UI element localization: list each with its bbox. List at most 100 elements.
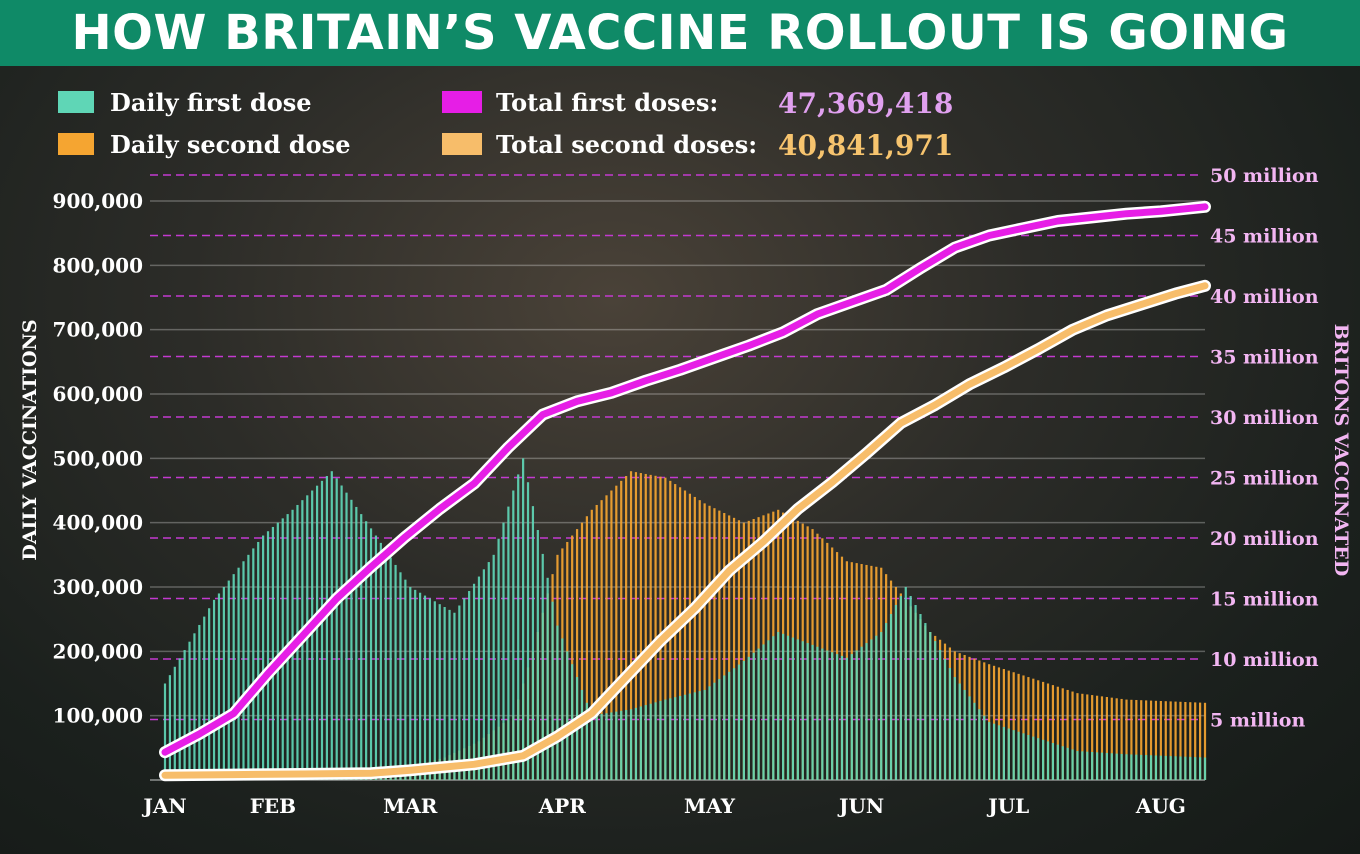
y-tick-label: 400,000 <box>53 511 143 535</box>
bar-daily-second <box>605 495 608 780</box>
bar-daily-second <box>1086 694 1089 780</box>
bar-daily-first <box>767 640 770 780</box>
bar-daily-first <box>448 609 451 780</box>
bar-daily-first <box>414 589 417 780</box>
bar-daily-second <box>1125 699 1128 780</box>
bar-daily-first <box>978 709 981 780</box>
bar-daily-second <box>634 472 638 780</box>
bar-daily-first <box>198 624 201 780</box>
y-tick-label-right: 50 million <box>1210 165 1319 187</box>
x-tick-label: JUN <box>837 794 884 818</box>
bar-daily-first <box>541 553 544 780</box>
x-tick-label: MAY <box>684 794 736 818</box>
bar-daily-first <box>1169 756 1172 780</box>
bar-daily-first <box>453 612 456 780</box>
bar-daily-second <box>698 500 701 780</box>
bar-daily-first <box>855 650 858 780</box>
bar-daily-second <box>1081 693 1084 780</box>
bar-daily-first <box>311 490 314 780</box>
bar-daily-first <box>958 683 961 780</box>
bar-daily-second <box>1100 696 1104 780</box>
bar-daily-first <box>585 702 588 780</box>
bar-daily-first <box>458 605 461 780</box>
bar-daily-first <box>1032 736 1035 780</box>
bar-daily-second <box>708 505 711 780</box>
bar-daily-first <box>379 542 382 780</box>
bar-daily-first <box>1105 752 1108 780</box>
bar-daily-second <box>585 516 588 780</box>
bar-daily-first <box>217 593 221 780</box>
bar-daily-second <box>747 520 750 780</box>
bar-daily-second <box>1056 686 1059 780</box>
bar-daily-first <box>747 656 750 780</box>
bar-daily-first <box>1046 741 1050 780</box>
bar-daily-first <box>615 711 618 780</box>
bar-daily-first <box>629 709 633 780</box>
y-axis-title-right: BRITONS VACCINATED <box>1330 324 1352 576</box>
bar-daily-first <box>423 595 427 780</box>
bar-daily-second <box>723 513 726 780</box>
right-axis: 5 million 10 million 15 million 20 million 2… <box>1210 165 1319 732</box>
bar-daily-second <box>1135 699 1138 780</box>
bar-daily-first <box>737 664 741 780</box>
bar-daily-first <box>477 576 481 780</box>
bar-daily-first <box>718 679 721 780</box>
bar-daily-first <box>325 476 328 780</box>
bar-daily-first <box>1130 754 1133 780</box>
bar-daily-first <box>168 675 172 780</box>
bar-daily-first <box>811 644 814 780</box>
bar-daily-first <box>644 705 647 780</box>
total-lines <box>159 200 1211 782</box>
bar-daily-second <box>1076 693 1079 780</box>
bar-daily-first <box>953 677 956 780</box>
legend-label-daily-first: Daily first dose <box>110 88 312 117</box>
x-tick-label: FEB <box>250 794 296 818</box>
bar-daily-first <box>1179 756 1182 780</box>
bar-daily-first <box>1100 752 1104 780</box>
bar-daily-second <box>1174 701 1177 780</box>
bar-daily-first <box>1071 749 1074 780</box>
y-tick-label: 100,000 <box>53 704 143 728</box>
bar-daily-second <box>1184 701 1187 780</box>
bar-daily-first <box>355 506 358 780</box>
bar-daily-first <box>806 643 809 780</box>
legend-swatch-daily-second <box>58 133 94 155</box>
bar-daily-first <box>320 480 324 780</box>
bar-daily-first <box>526 482 530 780</box>
bar-daily-first <box>929 632 932 780</box>
bar-daily-first <box>732 668 736 780</box>
bar-daily-first <box>502 522 505 780</box>
bar-daily-second <box>1091 695 1094 780</box>
bar-daily-first <box>428 598 432 780</box>
legend-label-daily-second: Daily second dose <box>110 130 350 159</box>
y-tick-label: 900,000 <box>53 189 143 213</box>
bar-daily-second <box>1105 697 1108 780</box>
bar-daily-second <box>600 500 603 780</box>
bar-daily-first <box>1159 755 1162 780</box>
bar-daily-first <box>595 714 598 780</box>
bar-daily-first <box>443 607 446 780</box>
bar-daily-first <box>826 650 829 780</box>
bar-daily-first <box>1042 739 1045 780</box>
bar-daily-first <box>1184 756 1187 780</box>
bar-daily-second <box>580 522 584 780</box>
bar-daily-first <box>1027 734 1030 780</box>
bar-daily-first <box>1164 755 1167 780</box>
bar-daily-first <box>492 554 495 780</box>
bar-daily-second <box>742 522 745 780</box>
y-tick-label: 200,000 <box>53 639 143 663</box>
y-tick-label-right: 25 million <box>1210 468 1319 490</box>
bar-daily-second <box>1061 688 1064 780</box>
bar-daily-first <box>605 713 608 780</box>
bar-daily-first <box>850 654 853 780</box>
bar-daily-first <box>885 623 888 780</box>
bar-daily-first <box>1056 744 1059 780</box>
bar-daily-first <box>409 587 412 780</box>
bar-daily-first <box>654 702 657 780</box>
bar-daily-first <box>664 699 667 780</box>
bar-daily-first <box>178 658 181 780</box>
bar-daily-first <box>708 686 711 780</box>
bar-daily-first <box>973 702 976 780</box>
legend-swatch-total-first <box>442 91 482 113</box>
